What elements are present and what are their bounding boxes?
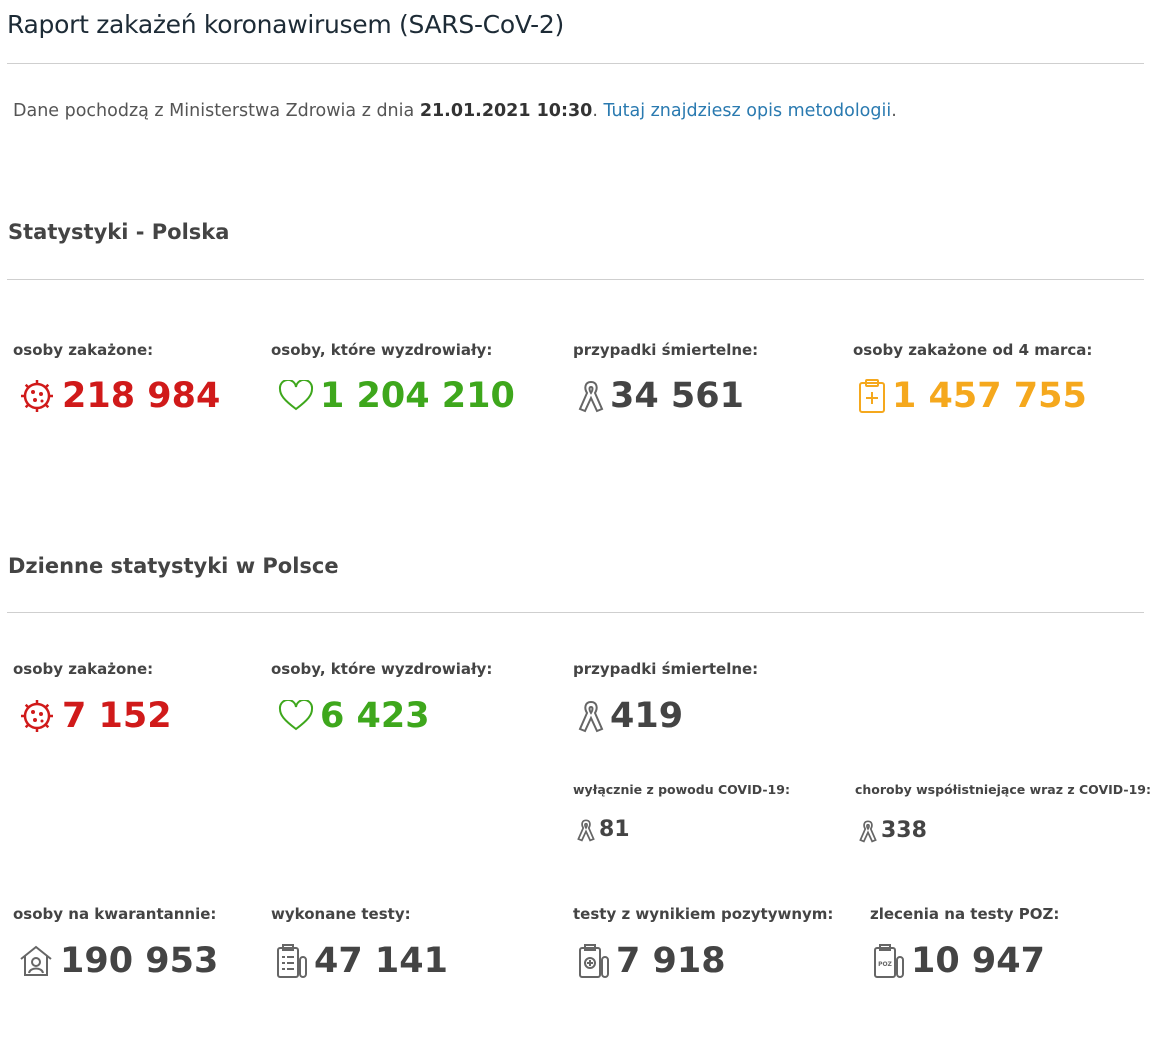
punct: . [592, 101, 598, 121]
heart-icon [278, 380, 314, 411]
stat-number: 1 457 755 [892, 376, 1087, 416]
intro-date: 21.01.2021 10:30 [419, 101, 593, 121]
stat-value: 218 984 [18, 376, 220, 416]
intro-text: Dane pochodzą z Ministerstwa Zdrowia z d… [13, 101, 415, 121]
divider [7, 279, 1144, 280]
stat-label: wykonane testy: [271, 905, 411, 923]
methodology-link[interactable]: Tutaj znajdziesz opis metodologii [603, 101, 892, 121]
stat-number: 6 423 [320, 696, 430, 736]
sub-value: 81 [577, 817, 630, 842]
clipboard-icon [859, 379, 885, 413]
divider [7, 612, 1144, 613]
stat-label: osoby zakażone: [13, 660, 154, 678]
stat-number: 218 984 [62, 376, 221, 416]
stat-label: przypadki śmiertelne: [573, 341, 759, 359]
sub-value: 338 [859, 818, 927, 843]
stat-value: 1 204 210 [278, 376, 515, 416]
svg-text:POZ: POZ [878, 961, 892, 968]
ribbon-icon [578, 700, 604, 733]
section-heading: Statystyki - Polska [8, 220, 230, 244]
ribbon-icon [578, 380, 604, 413]
stat-value: POZ 10 947 [873, 941, 1045, 981]
sub-label: wyłącznie z powodu COVID-19: [573, 782, 790, 797]
sub-number: 81 [599, 817, 630, 842]
stat-number: 34 561 [610, 376, 744, 416]
stat-label: osoby na kwarantannie: [13, 905, 217, 923]
stat-value: 190 953 [18, 941, 218, 981]
stat-number: 47 141 [314, 941, 448, 981]
virus-icon [21, 380, 53, 412]
stat-number: 7 152 [62, 696, 172, 736]
stat-label: osoby zakażone od 4 marca: [853, 341, 1093, 359]
stat-label: osoby zakażone: [13, 341, 154, 359]
stat-label: testy z wynikiem pozytywnym: [573, 905, 834, 923]
stat-value: 419 [578, 696, 683, 736]
stat-value: 1 457 755 [858, 376, 1087, 416]
stat-label: osoby, które wyzdrowiały: [271, 341, 493, 359]
poz-icon: POZ [874, 944, 904, 978]
stat-value: 7 918 [578, 941, 726, 981]
stat-number: 1 204 210 [320, 376, 515, 416]
stat-label: przypadki śmiertelne: [573, 660, 759, 678]
sub-number: 338 [881, 818, 927, 843]
intro: Dane pochodzą z Ministerstwa Zdrowia z d… [13, 101, 897, 121]
stat-number: 10 947 [911, 941, 1045, 981]
stat-label: zlecenia na testy POZ: [870, 905, 1060, 923]
virus-icon [21, 700, 53, 732]
stat-number: 419 [610, 696, 684, 736]
stat-label: osoby, które wyzdrowiały: [271, 660, 493, 678]
punct: . [891, 101, 897, 121]
page-title: Raport zakażeń koronawirusem (SARS-CoV-2… [7, 10, 564, 39]
tests-icon [277, 944, 307, 978]
stat-value: 47 141 [276, 941, 448, 981]
stat-value: 6 423 [278, 696, 430, 736]
house-icon [20, 945, 52, 976]
stat-number: 190 953 [60, 941, 219, 981]
heart-icon [278, 700, 314, 731]
sub-label: choroby współistniejące wraz z COVID-19: [855, 782, 1151, 797]
ribbon-icon [859, 819, 877, 842]
ribbon-icon [577, 818, 595, 841]
stat-number: 7 918 [616, 941, 726, 981]
section-heading: Dzienne statystyki w Polsce [8, 554, 339, 578]
divider [7, 63, 1144, 64]
positive-tests-icon [579, 944, 609, 978]
stat-value: 34 561 [578, 376, 744, 416]
stat-value: 7 152 [18, 696, 172, 736]
